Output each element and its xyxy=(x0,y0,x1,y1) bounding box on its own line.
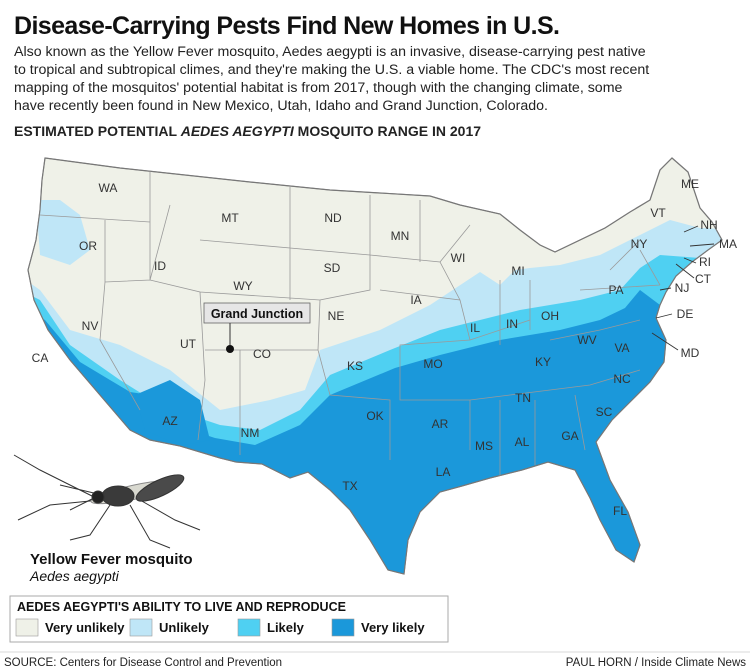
credit: PAUL HORN / Inside Climate News xyxy=(566,657,746,669)
legend-label: Unlikely xyxy=(159,620,210,635)
state-label: AZ xyxy=(162,414,177,428)
state-label: ID xyxy=(154,259,166,273)
state-borders xyxy=(39,170,661,480)
zone-very-likely xyxy=(28,290,722,574)
state-label: NY xyxy=(631,237,648,251)
state-label: NM xyxy=(241,426,260,440)
state-label: ME xyxy=(681,177,699,191)
intro-line: have recently been found in New Mexico, … xyxy=(14,98,548,114)
state-label: SC xyxy=(596,405,613,419)
legend-swatch xyxy=(129,618,153,637)
title: Disease-Carrying Pests Find New Homes in… xyxy=(14,12,559,40)
state-label: PA xyxy=(608,283,623,297)
state-label: NC xyxy=(613,372,631,386)
state-label: CT xyxy=(695,272,712,286)
map-title: ESTIMATED POTENTIAL AEDES AEGYPTI MOSQUI… xyxy=(14,123,481,139)
mosquito-species: Aedes aegypti xyxy=(29,568,120,584)
state-label: SD xyxy=(324,261,341,275)
map-title-emphasis: AEDES AEGYPTI xyxy=(180,123,295,139)
state-label: MO xyxy=(423,357,442,371)
intro-line: mapping of the mosquitos' potential habi… xyxy=(14,80,623,96)
state-label: IL xyxy=(470,321,480,335)
state-label: UT xyxy=(180,337,197,351)
source: SOURCE: Centers for Disease Control and … xyxy=(4,657,282,669)
state-label: WI xyxy=(451,251,466,265)
zone-unlikely-northwest xyxy=(36,200,90,265)
intro: Also known as the Yellow Fever mosquito,… xyxy=(14,44,649,114)
state-label: TX xyxy=(342,479,357,493)
state-label: KY xyxy=(535,355,551,369)
legend-swatch xyxy=(15,618,39,637)
marker-box xyxy=(203,302,311,324)
marker-dot xyxy=(226,345,234,353)
map: WA OR CA NV ID MT WY UT CO AZ NM ND SD N… xyxy=(27,157,737,575)
intro-line: Also known as the Yellow Fever mosquito,… xyxy=(14,44,646,60)
state-label: LA xyxy=(436,465,451,479)
state-labels: WA OR CA NV ID MT WY UT CO AZ NM ND SD N… xyxy=(32,177,737,518)
legend-swatch xyxy=(237,618,261,637)
map-title-suffix: MOSQUITO RANGE IN 2017 xyxy=(294,123,481,139)
state-label: IA xyxy=(410,293,421,307)
marker-label: Grand Junction xyxy=(211,307,303,321)
legend-box xyxy=(9,595,449,643)
state-label: AR xyxy=(432,417,449,431)
legend-title: AEDES AEGYPTI'S ABILITY TO LIVE AND REPR… xyxy=(17,600,346,614)
state-label: MI xyxy=(511,264,524,278)
state-label: OH xyxy=(541,309,559,323)
state-label: OK xyxy=(366,409,383,423)
state-label: VA xyxy=(614,341,629,355)
state-label: OR xyxy=(79,239,97,253)
state-label: GA xyxy=(561,429,578,443)
state-label: WY xyxy=(233,279,252,293)
state-label: KS xyxy=(347,359,363,373)
legend-swatch xyxy=(331,618,355,637)
state-label: RI xyxy=(699,255,711,269)
marker: Grand Junction xyxy=(203,302,311,353)
state-label: FL xyxy=(613,504,627,518)
state-label: MA xyxy=(719,237,737,251)
state-label: NV xyxy=(82,319,99,333)
state-label: NE xyxy=(328,309,345,323)
state-label: ND xyxy=(324,211,342,225)
state-label: CA xyxy=(32,351,49,365)
legend-label: Likely xyxy=(267,620,305,635)
state-label: NH xyxy=(700,218,717,232)
state-label: MT xyxy=(221,211,239,225)
zone-very-likely-az xyxy=(135,380,210,446)
intro-line: to tropical and subtropical climes, and … xyxy=(14,62,649,78)
state-label: MS xyxy=(475,439,493,453)
state-label: NJ xyxy=(675,281,690,295)
state-label: AL xyxy=(515,435,530,449)
state-label: WV xyxy=(577,333,596,347)
state-label: WA xyxy=(99,181,118,195)
state-label: CO xyxy=(253,347,271,361)
mosquito-illustration xyxy=(13,454,201,549)
state-label: TN xyxy=(515,391,531,405)
legend-label: Very unlikely xyxy=(45,620,125,635)
state-label: IN xyxy=(506,317,518,331)
state-label: MD xyxy=(681,346,700,360)
state-label: DE xyxy=(677,307,694,321)
legend-label: Very likely xyxy=(361,620,425,635)
mosquito-name: Yellow Fever mosquito xyxy=(30,551,193,568)
state-label: MN xyxy=(391,229,410,243)
map-title-prefix: ESTIMATED POTENTIAL xyxy=(14,123,181,139)
leader-lines xyxy=(651,225,715,351)
state-label: VT xyxy=(650,206,666,220)
legend: AEDES AEGYPTI'S ABILITY TO LIVE AND REPR… xyxy=(9,595,449,643)
